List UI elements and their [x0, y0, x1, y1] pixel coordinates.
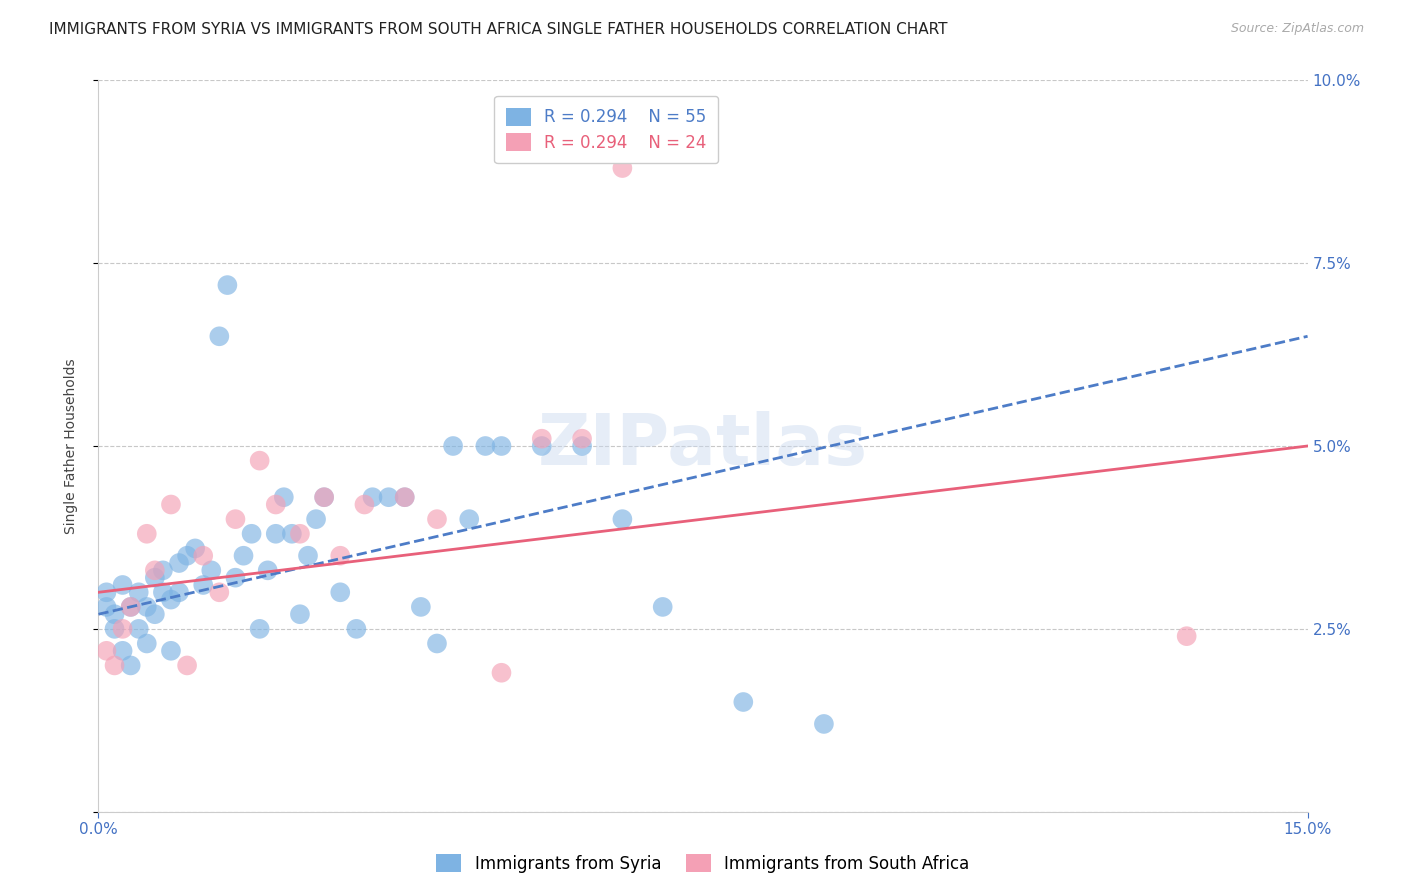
Point — [184, 541, 207, 556]
Point — [530, 439, 553, 453]
Point — [264, 498, 287, 512]
Point — [377, 490, 399, 504]
Point — [305, 512, 328, 526]
Point — [160, 644, 183, 658]
Point — [167, 585, 190, 599]
Point — [249, 622, 271, 636]
Point — [329, 585, 352, 599]
Point — [281, 526, 304, 541]
Point — [167, 556, 190, 570]
Text: IMMIGRANTS FROM SYRIA VS IMMIGRANTS FROM SOUTH AFRICA SINGLE FATHER HOUSEHOLDS C: IMMIGRANTS FROM SYRIA VS IMMIGRANTS FROM… — [49, 22, 948, 37]
Point — [143, 563, 166, 577]
Point — [612, 161, 634, 175]
Point — [394, 490, 416, 504]
Point — [314, 490, 336, 504]
Point — [240, 526, 263, 541]
Point — [224, 571, 246, 585]
Point — [329, 549, 352, 563]
Point — [458, 512, 481, 526]
Point — [135, 636, 157, 650]
Point — [288, 607, 311, 622]
Point — [224, 512, 246, 526]
Point — [491, 665, 513, 680]
Point — [571, 439, 593, 453]
Point — [143, 571, 166, 585]
Point — [193, 578, 215, 592]
Point — [530, 432, 553, 446]
Point — [361, 490, 384, 504]
Point — [297, 549, 319, 563]
Point — [111, 644, 134, 658]
Legend: Immigrants from Syria, Immigrants from South Africa: Immigrants from Syria, Immigrants from S… — [430, 847, 976, 880]
Point — [813, 717, 835, 731]
Point — [152, 563, 174, 577]
Point — [160, 592, 183, 607]
Point — [111, 578, 134, 592]
Point — [256, 563, 278, 577]
Point — [176, 658, 198, 673]
Point — [344, 622, 367, 636]
Point — [128, 622, 150, 636]
Point — [314, 490, 336, 504]
Point — [96, 644, 118, 658]
Point — [474, 439, 496, 453]
Point — [120, 599, 142, 614]
Point — [409, 599, 432, 614]
Point — [426, 636, 449, 650]
Point — [249, 453, 271, 467]
Point — [193, 549, 215, 563]
Point — [441, 439, 464, 453]
Text: ZIPatlas: ZIPatlas — [538, 411, 868, 481]
Point — [103, 607, 125, 622]
Point — [288, 526, 311, 541]
Point — [120, 658, 142, 673]
Point — [426, 512, 449, 526]
Point — [394, 490, 416, 504]
Point — [111, 622, 134, 636]
Point — [120, 599, 142, 614]
Legend: R = 0.294    N = 55, R = 0.294    N = 24: R = 0.294 N = 55, R = 0.294 N = 24 — [495, 96, 718, 163]
Point — [96, 585, 118, 599]
Point — [135, 599, 157, 614]
Text: Source: ZipAtlas.com: Source: ZipAtlas.com — [1230, 22, 1364, 36]
Point — [103, 658, 125, 673]
Point — [103, 622, 125, 636]
Point — [160, 498, 183, 512]
Point — [273, 490, 295, 504]
Point — [200, 563, 222, 577]
Point — [733, 695, 755, 709]
Point — [208, 585, 231, 599]
Point — [143, 607, 166, 622]
Point — [651, 599, 673, 614]
Point — [353, 498, 375, 512]
Point — [232, 549, 254, 563]
Point — [217, 278, 239, 293]
Point — [152, 585, 174, 599]
Point — [128, 585, 150, 599]
Y-axis label: Single Father Households: Single Father Households — [63, 359, 77, 533]
Point — [264, 526, 287, 541]
Point — [1175, 629, 1198, 643]
Point — [208, 329, 231, 343]
Point — [135, 526, 157, 541]
Point — [491, 439, 513, 453]
Point — [612, 512, 634, 526]
Point — [571, 432, 593, 446]
Point — [176, 549, 198, 563]
Point — [96, 599, 118, 614]
